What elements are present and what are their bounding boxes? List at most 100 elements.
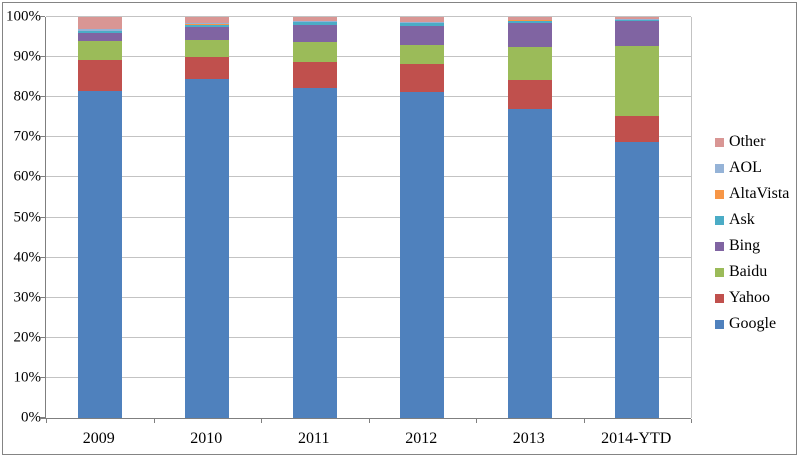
bar-segment-bing-2013	[507, 23, 552, 47]
x-axis-tick	[261, 419, 262, 423]
legend-item-ask: Ask	[715, 207, 789, 233]
legend-swatch-yahoo	[715, 293, 724, 303]
x-axis-tick	[46, 419, 47, 423]
gridline-100%	[46, 16, 691, 17]
x-axis-label-2011: 2011	[298, 430, 330, 447]
legend-swatch-aol	[715, 163, 724, 173]
bar-segment-ask-2010	[185, 24, 230, 28]
bar-segment-ask-2009	[77, 31, 122, 34]
legend: Other AOL AltaVista Ask Bing Baidu Yahoo Google	[715, 129, 789, 337]
x-axis-tick	[153, 419, 155, 423]
bar-segment-yahoo-2012	[400, 63, 445, 92]
bar-segment-other-2014-YTD	[615, 17, 660, 20]
x-axis-tick	[691, 419, 692, 423]
bar-segment-baidu-2009	[77, 41, 122, 60]
legend-swatch-altavista	[715, 189, 724, 199]
x-axis-tick	[368, 419, 370, 423]
y-axis-label-30%: 30%	[13, 289, 42, 306]
legend-swatch-baidu	[715, 267, 724, 277]
bar-segment-aol-2010	[185, 23, 230, 25]
y-axis-tick	[40, 256, 45, 258]
bar-segment-google-2009	[77, 91, 122, 418]
bar-segment-aol-2014-YTD	[615, 19, 660, 20]
y-axis-tick	[40, 96, 45, 98]
gridline-70%	[46, 136, 691, 138]
gridline-50%	[46, 216, 691, 218]
plot-area	[40, 16, 692, 423]
y-axis-tick	[40, 216, 45, 218]
legend-swatch-bing	[715, 241, 724, 251]
bar-segment-bing-2010	[185, 27, 230, 40]
bar-segment-other-2013	[507, 17, 552, 20]
bar-2012	[400, 17, 445, 418]
y-axis-label-70%: 70%	[13, 128, 42, 145]
legend-item-bing: Bing	[715, 233, 789, 259]
gridline-90%	[46, 56, 691, 58]
gridline-30%	[46, 296, 691, 298]
y-axis-label-0%: 0%	[21, 409, 41, 426]
bar-segment-other-2010	[185, 17, 230, 24]
bar-segment-ask-2013	[507, 20, 552, 24]
y-axis-tick	[40, 136, 45, 138]
y-axis-label-90%: 90%	[13, 48, 42, 65]
legend-swatch-other	[715, 137, 724, 147]
bar-segment-aol-2009	[77, 29, 122, 31]
x-axis-label-2014-YTD: 2014-YTD	[601, 430, 672, 447]
bar-segment-baidu-2011	[292, 42, 337, 62]
gridline-10%	[46, 376, 691, 378]
bar-segment-baidu-2014-YTD	[615, 45, 660, 116]
legend-label-other: Other	[729, 133, 766, 150]
y-axis-tick	[40, 176, 45, 178]
legend-item-google: Google	[715, 311, 789, 337]
legend-label-aol: AOL	[729, 159, 762, 176]
bar-2010	[185, 17, 230, 418]
bar-segment-bing-2012	[400, 26, 445, 45]
x-axis-label-2009: 2009	[82, 430, 115, 447]
legend-item-aol: AOL	[715, 155, 789, 181]
gridline-40%	[46, 256, 691, 258]
legend-label-ask: Ask	[729, 211, 755, 228]
legend-swatch-ask	[715, 215, 724, 225]
bar-2014-YTD	[615, 17, 660, 418]
legend-label-baidu: Baidu	[729, 263, 768, 280]
bar-segment-other-2011	[292, 17, 337, 22]
y-axis-tick	[40, 56, 45, 58]
legend-item-yahoo: Yahoo	[715, 285, 789, 311]
y-axis-tick	[40, 16, 45, 17]
bar-segment-bing-2009	[77, 33, 122, 42]
bar-segment-bing-2011	[292, 25, 337, 43]
bar-2009	[77, 17, 122, 418]
bar-segment-yahoo-2011	[292, 61, 337, 89]
x-axis-label-2010: 2010	[190, 430, 223, 447]
y-axis-label-80%: 80%	[13, 88, 42, 105]
x-axis-label-2013: 2013	[512, 430, 545, 447]
bar-segment-other-2009	[77, 17, 122, 30]
legend-label-bing: Bing	[729, 237, 761, 254]
bar-segment-google-2014-YTD	[615, 141, 660, 418]
legend-swatch-google	[715, 319, 724, 329]
x-axis-tick	[476, 419, 477, 423]
legend-label-google: Google	[729, 315, 777, 332]
bar-segment-other-2012	[400, 17, 445, 22]
bar-segment-google-2011	[292, 88, 337, 418]
y-axis-tick	[40, 376, 45, 378]
legend-label-altavista: AltaVista	[729, 185, 790, 202]
bar-segment-baidu-2010	[185, 39, 230, 57]
bar-2013	[507, 17, 552, 418]
bar-segment-google-2010	[185, 78, 230, 418]
legend-item-baidu: Baidu	[715, 259, 789, 285]
bar-segment-yahoo-2009	[77, 59, 122, 92]
y-axis-label-10%: 10%	[13, 369, 42, 386]
x-axis-label-2012: 2012	[405, 430, 438, 447]
y-axis-label-50%: 50%	[13, 209, 42, 225]
bar-segment-bing-2014-YTD	[615, 21, 660, 46]
gridline-60%	[46, 176, 691, 178]
bar-segment-aol-2012	[400, 21, 445, 23]
bar-segment-ask-2012	[400, 23, 445, 27]
x-axis-tick	[583, 419, 585, 423]
bar-segment-yahoo-2013	[507, 79, 552, 109]
y-axis-label-100%: 100%	[6, 8, 41, 25]
y-axis-tick	[40, 336, 45, 338]
x-axis-line	[40, 418, 691, 419]
